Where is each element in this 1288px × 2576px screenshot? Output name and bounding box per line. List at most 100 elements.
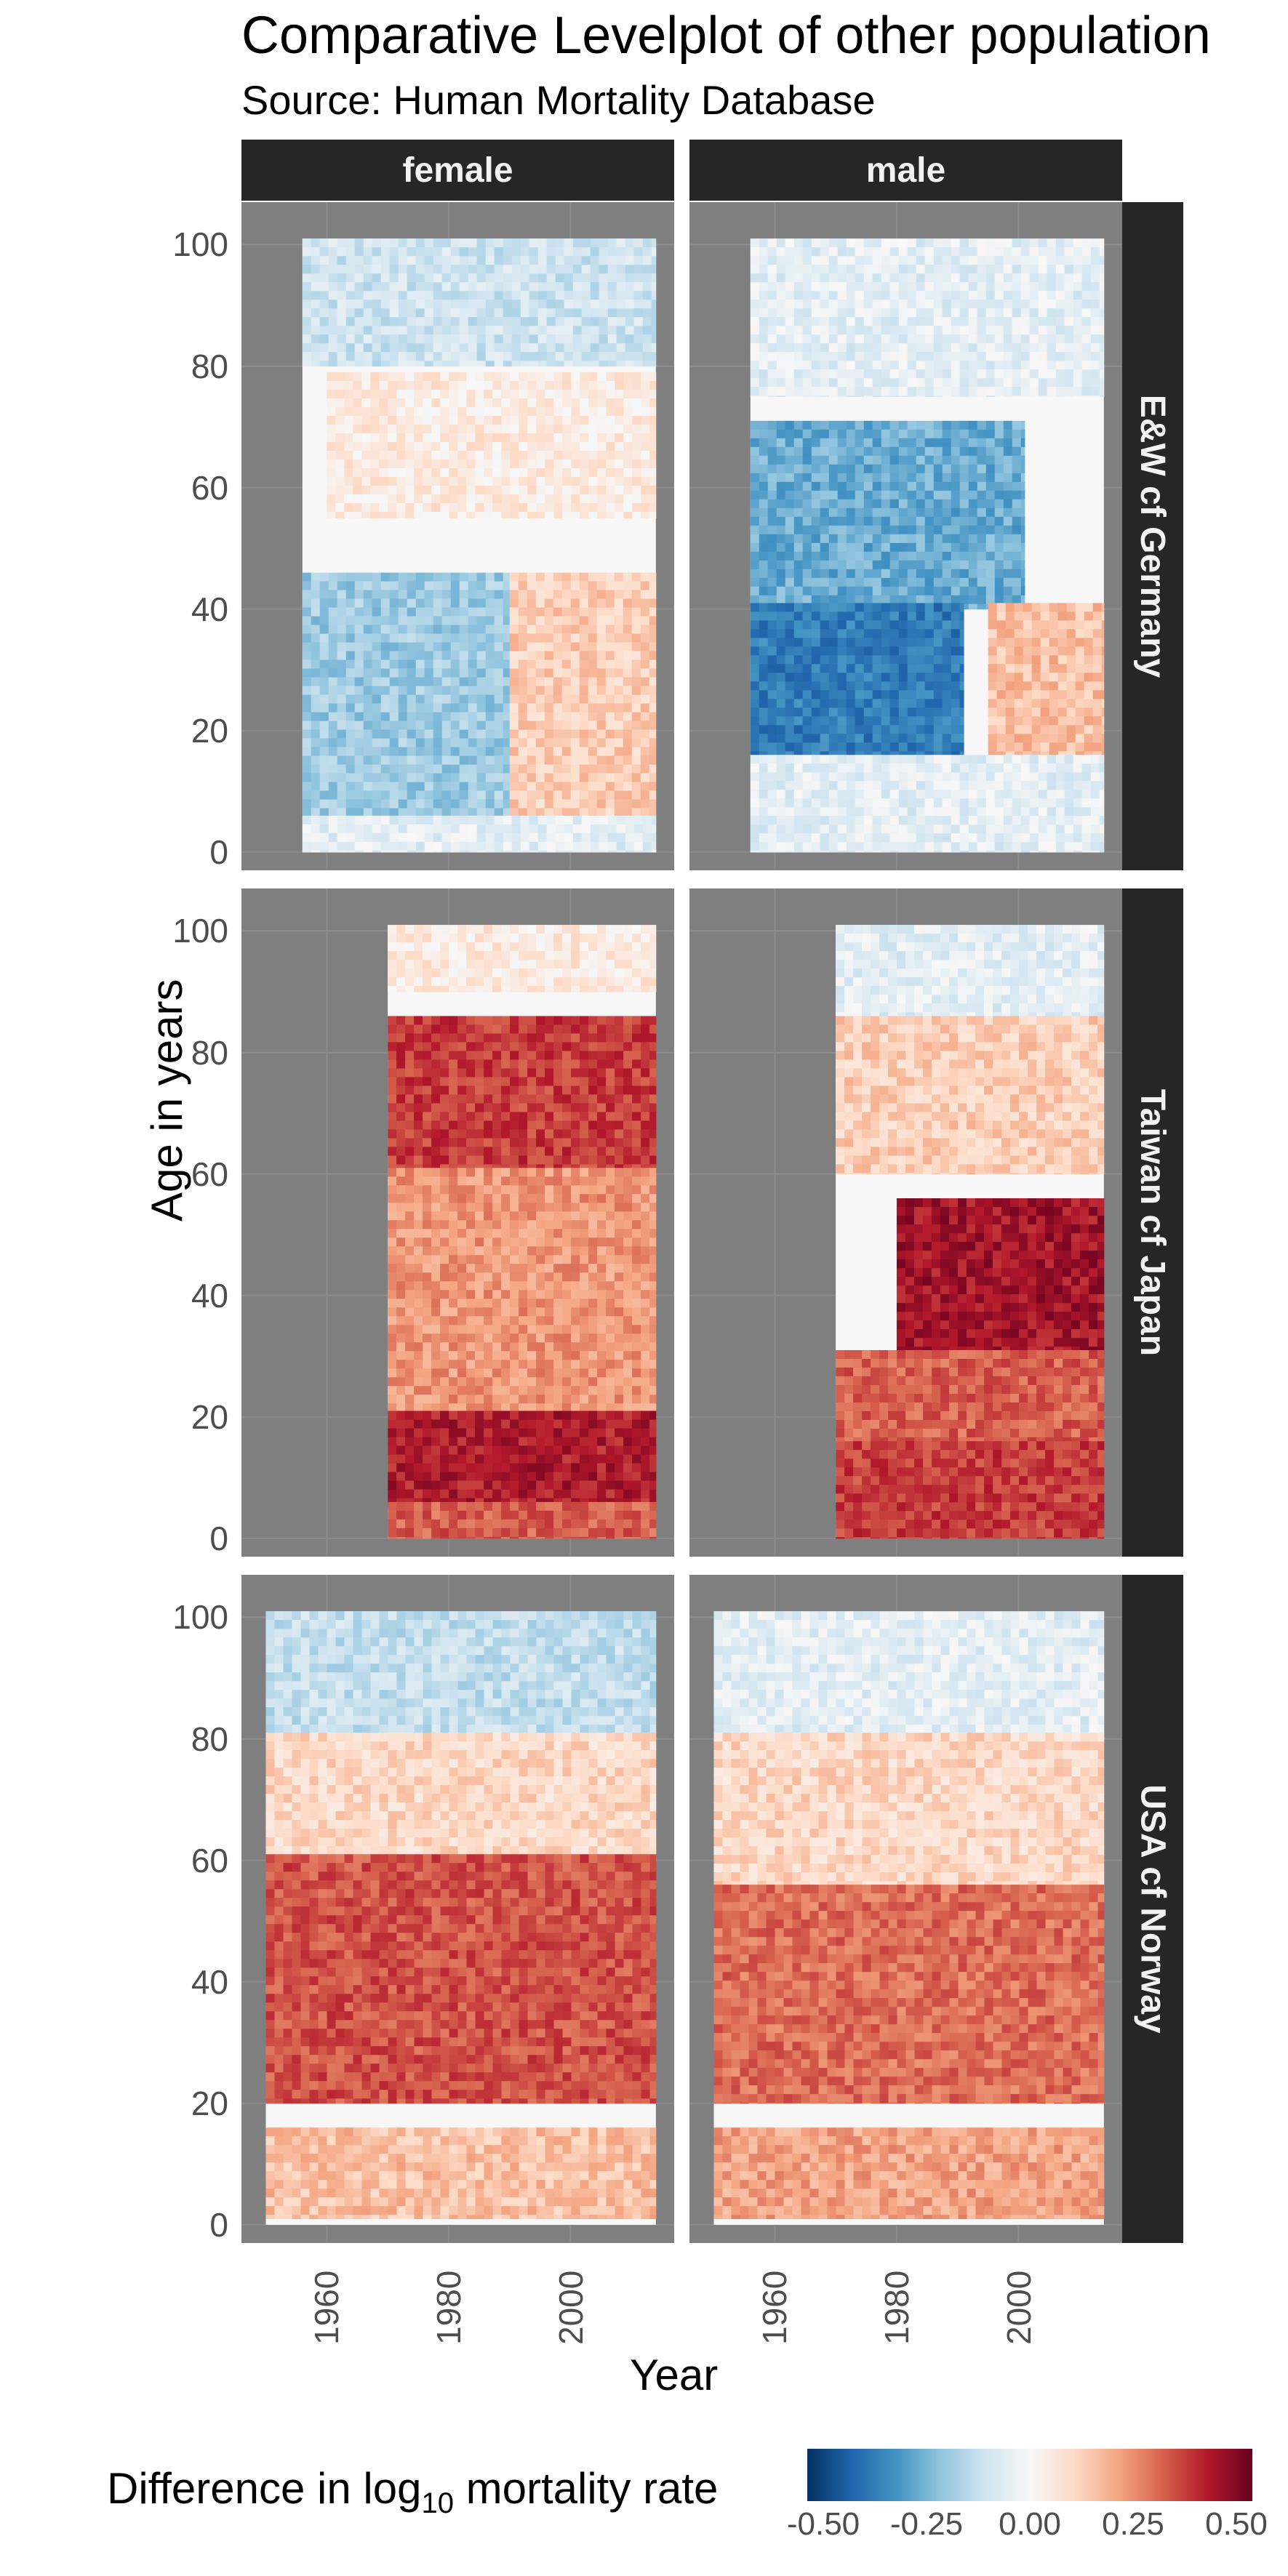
heatmap-cell <box>553 642 563 652</box>
heatmap-cell <box>389 247 399 257</box>
heatmap-cell <box>414 459 423 469</box>
heatmap-cell <box>457 459 467 469</box>
heatmap-cell <box>793 256 804 265</box>
heatmap-cell <box>968 387 978 396</box>
heatmap-cell <box>767 473 777 483</box>
heatmap-cell <box>767 742 777 752</box>
heatmap-cell <box>785 256 795 265</box>
heatmap-cell <box>828 577 839 587</box>
heatmap-cell <box>424 273 434 283</box>
heatmap-cell <box>837 481 847 491</box>
heatmap-cell <box>424 282 434 292</box>
heatmap-cell <box>328 633 338 643</box>
heatmap-cell <box>1066 742 1076 752</box>
heatmap-cell <box>518 721 528 731</box>
heatmap-cell <box>328 773 338 783</box>
heatmap-cell <box>616 832 626 843</box>
heatmap-cell <box>1023 620 1033 630</box>
heatmap-cell <box>820 352 830 361</box>
heatmap-cell <box>380 642 391 652</box>
heatmap-cell <box>793 446 804 457</box>
heatmap-cell <box>1066 734 1076 743</box>
heatmap-cell <box>767 326 777 335</box>
heatmap-cell <box>1031 707 1041 717</box>
heatmap-cell <box>433 841 443 851</box>
heatmap-cell <box>529 815 539 825</box>
heatmap-cell <box>450 581 460 591</box>
heatmap-cell <box>776 690 786 699</box>
heatmap-cell <box>363 326 373 335</box>
heatmap-cell <box>328 694 338 705</box>
heatmap-cell <box>433 738 443 748</box>
heatmap-cell <box>633 832 644 843</box>
heatmap-cell <box>977 396 987 397</box>
heatmap-cell <box>380 790 391 801</box>
heatmap-cell <box>750 282 760 292</box>
heatmap-cell <box>581 832 591 843</box>
heatmap-cell <box>511 238 521 248</box>
heatmap-cell <box>802 490 812 500</box>
heatmap-cell <box>564 850 574 853</box>
heatmap-cell <box>415 850 425 853</box>
heatmap-cell <box>933 525 943 535</box>
heatmap-cell <box>389 607 399 617</box>
heatmap-cell <box>623 494 633 504</box>
heatmap-cell <box>889 473 900 483</box>
heatmap-cell <box>916 238 926 248</box>
heatmap-cell <box>545 398 554 408</box>
heatmap-cell <box>529 238 539 248</box>
heatmap-cell <box>354 607 364 617</box>
heatmap-cell <box>1073 282 1083 292</box>
heatmap-cell <box>328 607 338 617</box>
heatmap-cell <box>337 352 347 361</box>
heatmap-cell <box>457 424 467 434</box>
heatmap-cell <box>468 343 478 353</box>
heatmap-cell <box>370 398 380 408</box>
heatmap-cell <box>1012 446 1022 457</box>
heatmap-cell <box>767 611 777 621</box>
heatmap-cell <box>1014 742 1024 752</box>
heatmap-cell <box>916 716 926 726</box>
heatmap-cell <box>640 607 650 617</box>
heatmap-cell <box>311 572 321 582</box>
heatmap-cell <box>588 729 598 739</box>
heatmap-cell <box>968 490 978 500</box>
heatmap-cell <box>872 551 882 561</box>
heatmap-cell <box>433 317 443 326</box>
heatmap-cell <box>767 690 777 699</box>
heatmap-cell <box>501 415 511 425</box>
heatmap-cell <box>579 633 589 643</box>
heatmap-cell <box>623 755 633 766</box>
heatmap-cell <box>985 560 996 570</box>
heatmap-cell <box>327 424 336 434</box>
heatmap-cell <box>1047 273 1057 283</box>
facet-strip-usa-cf-norway: USA cf Norway <box>1122 1575 1183 2243</box>
heatmap-cell <box>916 282 926 292</box>
heatmap-cell <box>485 808 495 818</box>
heatmap-cell <box>535 808 545 818</box>
heatmap-cell <box>328 799 338 809</box>
heatmap-cell <box>354 326 364 335</box>
heatmap-cell <box>759 490 769 500</box>
heatmap-cell <box>424 790 434 801</box>
heatmap-cell <box>457 494 467 504</box>
heatmap-cell <box>767 247 777 257</box>
heatmap-cell <box>855 611 865 621</box>
heatmap-cell <box>750 586 760 596</box>
heatmap-cell <box>759 369 769 379</box>
heatmap-cell <box>802 291 812 300</box>
heatmap-cell <box>776 716 786 726</box>
heatmap-cell <box>750 690 760 699</box>
heatmap-cell <box>1081 369 1092 379</box>
heatmap-cell <box>1014 699 1024 708</box>
heatmap-cell <box>564 238 574 248</box>
heatmap-cell <box>475 511 484 518</box>
heatmap-cell <box>750 516 760 526</box>
heatmap-cell <box>389 598 399 609</box>
heatmap-cell <box>820 490 830 500</box>
heatmap-cell <box>649 581 657 591</box>
heatmap-cell <box>872 291 882 300</box>
heatmap-cell <box>380 694 391 705</box>
heatmap-cell <box>520 343 530 353</box>
heatmap-cell <box>485 326 495 335</box>
